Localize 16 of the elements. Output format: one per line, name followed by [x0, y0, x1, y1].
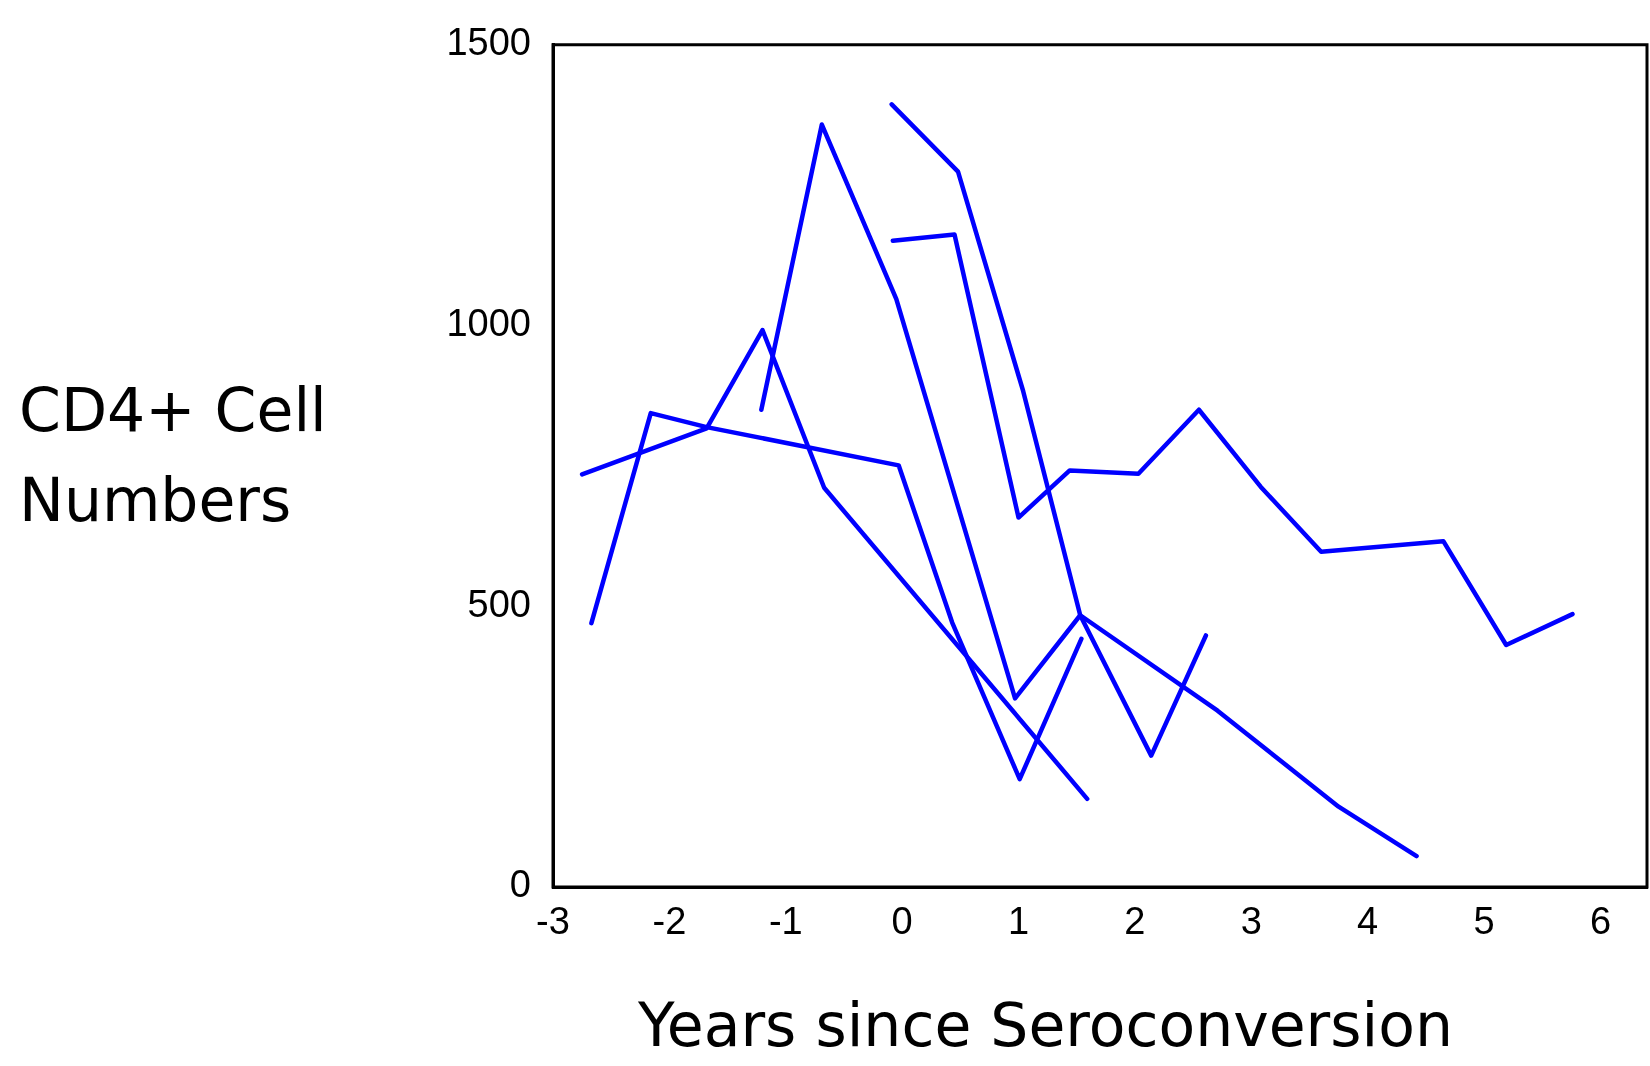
- x-tick-label: 6: [1589, 900, 1612, 943]
- x-tick-label: -2: [652, 900, 687, 943]
- x-tick-label: 1: [1007, 900, 1030, 943]
- x-tick-label: -1: [768, 900, 803, 943]
- x-tick-label: 0: [891, 900, 913, 943]
- x-axis-title: Years since Seroconversion: [637, 990, 1454, 1060]
- y-tick-label: 500: [467, 582, 531, 625]
- x-tick-label: 2: [1124, 900, 1146, 943]
- y-tick-label: 0: [509, 863, 531, 906]
- x-tick-label: 3: [1240, 900, 1262, 943]
- y-tick-label: 1000: [446, 302, 531, 345]
- y-tick-label: 1500: [446, 21, 531, 64]
- x-tick-label: 5: [1473, 900, 1495, 943]
- y-axis-title: CD4+ Cell Numbers: [19, 374, 328, 537]
- x-tick-label: -3: [536, 900, 570, 943]
- x-tick-label: 4: [1357, 900, 1379, 943]
